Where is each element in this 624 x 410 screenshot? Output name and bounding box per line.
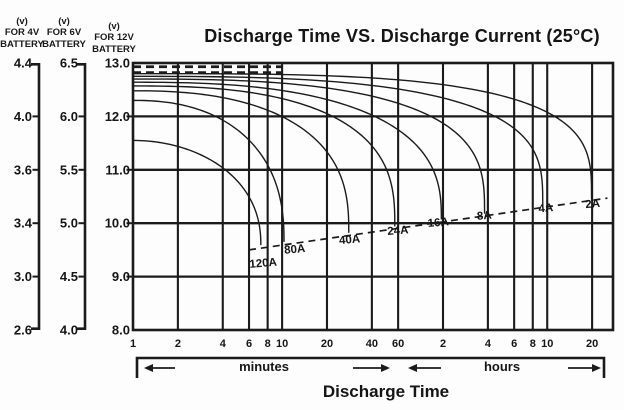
minutes-left-arrow-head: [144, 364, 153, 372]
discharge-curve-120A: [132, 139, 262, 246]
y-tick-label-6v: 6.5: [60, 56, 78, 71]
y-tick-label-6v: 5.5: [60, 162, 78, 177]
x-tick-label: 1: [130, 338, 136, 350]
y-tick-label-12v: 10.0: [105, 216, 130, 231]
curve-label-2A: 2A: [585, 198, 601, 211]
x-tick-label: 40: [366, 338, 378, 350]
discharge-curve-40A: [132, 90, 350, 233]
x-tick-label: 60: [392, 338, 404, 350]
x-tick-label: 4: [220, 338, 227, 350]
y-tick-label-6v: 4.5: [60, 269, 78, 284]
y-tick-label-6v: 5.0: [60, 216, 78, 231]
y-tick-label-12v: 13.0: [105, 56, 130, 71]
x-tick-label: 2: [175, 338, 181, 350]
y-axis-header-6v: (v) FOR 6V BATTERY: [38, 16, 90, 50]
y-tick-label-4v: 3.6: [14, 162, 32, 177]
hours-right-arrow-head: [592, 364, 601, 372]
hours-left-arrow-head: [408, 364, 417, 372]
x-axis-unit-minutes: minutes: [239, 359, 289, 374]
curve-label-24A: 24A: [387, 224, 409, 238]
x-tick-label: 4: [485, 338, 492, 350]
y-tick-label-4v: 3.4: [14, 216, 33, 231]
y-axis-line-4v: [31, 63, 41, 330]
y-axis-unit-12v: (v): [108, 21, 120, 32]
y-axis-name-6v-line1: FOR 6V: [46, 27, 82, 39]
y-axis-name-4v-line1: FOR 4V: [4, 27, 40, 39]
discharge-curve-16A: [132, 81, 443, 220]
x-axis-title: Discharge Time: [322, 382, 450, 401]
y-axis-name-6v-line2: BATTERY: [42, 38, 86, 50]
y-tick-label-12v: 12.0: [105, 109, 130, 124]
y-tick-label-4v: 4.0: [14, 109, 32, 124]
discharge-curve-80A: [132, 99, 285, 243]
y-axis-name-4v-line2: BATTERY: [0, 38, 44, 50]
discharge-curve-24A: [132, 85, 396, 227]
curve-label-40A: 40A: [339, 233, 361, 247]
minutes-right-arrow-head: [381, 364, 390, 372]
x-axis-unit-hours: hours: [483, 359, 521, 374]
chart-title: Discharge Time VS. Discharge Current (25…: [204, 26, 600, 46]
x-tick-label: 20: [586, 338, 598, 350]
x-tick-label: 6: [246, 338, 252, 350]
y-tick-label-4v: 4.4: [14, 56, 33, 71]
curve-label-80A: 80A: [284, 243, 306, 257]
discharge-curve-8A: [132, 78, 486, 214]
y-axis-line-6v: [77, 63, 87, 330]
x-tick-label: 10: [276, 338, 288, 350]
curve-label-8A: 8A: [476, 210, 492, 223]
y-tick-label-4v: 3.0: [14, 269, 32, 284]
plot-border: [131, 61, 615, 332]
y-tick-label-12v: 11.0: [105, 162, 130, 177]
y-axis-unit-4v: (v): [16, 16, 28, 27]
x-tick-label: 8: [265, 338, 271, 350]
y-tick-label-6v: 4.0: [60, 323, 78, 338]
y-tick-label-6v: 6.0: [60, 109, 78, 124]
curve-label-120A: 120A: [249, 257, 277, 271]
x-tick-label: 8: [530, 338, 536, 350]
y-axis-unit-6v: (v): [58, 16, 70, 27]
x-tick-label: 2: [440, 338, 446, 350]
discharge-curve-4A: [132, 75, 544, 207]
y-tick-label-12v: 8.0: [112, 323, 130, 338]
x-tick-label: 20: [321, 338, 333, 350]
curve-label-16A: 16A: [427, 216, 449, 230]
x-tick-label: 6: [511, 338, 517, 350]
x-tick-label: 10: [541, 338, 553, 350]
discharge-curve-2A: [132, 72, 593, 200]
time-unit-bracket: [135, 356, 606, 378]
cutoff-voltage-dashed-line: [248, 197, 608, 251]
y-axis-header-12v: (v) FOR 12V BATTERY: [86, 21, 142, 55]
y-axis-name-12v-line1: FOR 12V: [94, 32, 134, 44]
y-axis-header-4v: (v) FOR 4V BATTERY: [0, 16, 48, 50]
y-tick-label-4v: 2.6: [14, 323, 32, 338]
curve-label-4A: 4A: [538, 202, 554, 215]
y-tick-label-12v: 9.0: [112, 269, 130, 284]
y-axis-name-12v-line2: BATTERY: [92, 43, 136, 55]
